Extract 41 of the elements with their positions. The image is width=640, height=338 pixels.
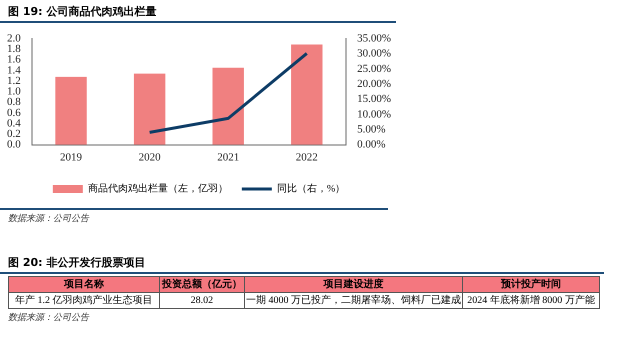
text: 年产 1.2 亿羽肉鸡产业生态项目: [8, 292, 160, 308]
y-tick-label: 0.4: [7, 117, 22, 130]
y2-tick-label: 35.00%: [357, 32, 392, 44]
y2-tick-label: 0.00%: [357, 138, 386, 151]
y-tick-label: 0.2: [7, 128, 21, 140]
text: 一期 4000 万已投产，二期屠宰场、饲料厂已建成: [244, 292, 463, 308]
bar: [212, 68, 244, 145]
y2-tick-label: 30.00%: [357, 48, 392, 60]
category-label: 项目建设进度: [244, 276, 463, 292]
y2-tick-label: 20.00%: [357, 78, 392, 90]
bar: [134, 74, 166, 145]
y-tick-label: 0.0: [7, 138, 22, 151]
category-label: 预计投产时间: [462, 276, 600, 292]
y-tick-label: 0.6: [7, 106, 22, 119]
y-tick-label: 0.8: [7, 96, 22, 108]
y-tick-label: 1.2: [7, 74, 21, 87]
text: 28.02: [159, 292, 245, 308]
category-label: 项目名称: [8, 276, 160, 292]
y-tick-label: 1.4: [7, 64, 22, 76]
x-tick-label: 2019: [60, 151, 83, 164]
chart-title: 图 19: 公司商品代肉鸡出栏量: [0, 0, 396, 23]
bar: [291, 44, 323, 145]
y2-tick-label: 15.00%: [357, 93, 392, 106]
x-tick-label: 2021: [217, 151, 240, 164]
source-note: 数据来源：公司公告: [7, 312, 90, 324]
source-note: 数据来源：公司公告: [7, 212, 90, 225]
y-tick-label: 1.0: [7, 86, 22, 98]
y2-tick-label: 25.00%: [357, 62, 392, 75]
y2-tick-label: 5.00%: [357, 124, 386, 136]
text: 2024 年底将新增 8000 万产能: [462, 292, 600, 308]
y-tick-label: 1.8: [7, 43, 22, 56]
y2-tick-label: 10.00%: [357, 108, 392, 120]
x-tick-label: 2022: [296, 151, 318, 164]
category-label: 投资总额（亿元）: [159, 276, 245, 292]
y-tick-label: 1.6: [7, 54, 22, 66]
bar: [55, 76, 87, 145]
legend-label: 商品代肉鸡出栏量（左，亿羽）: [88, 182, 228, 195]
x-tick-label: 2020: [138, 151, 162, 164]
y-tick-label: 2.0: [7, 32, 22, 44]
legend-label: 同比（右，%）: [276, 182, 346, 195]
text: 图 20: 非公开发行股票项目: [0, 255, 604, 274]
